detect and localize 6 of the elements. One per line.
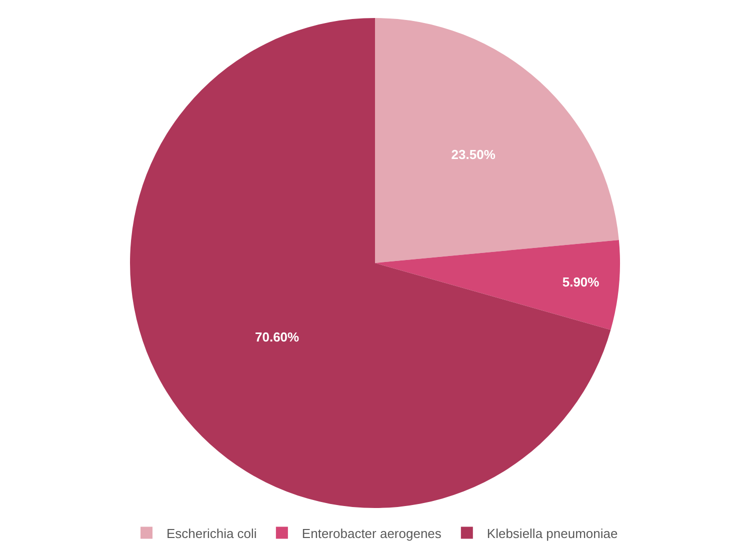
data-label: 70.60% bbox=[255, 329, 300, 344]
legend-label: Klebsiella pneumoniae bbox=[486, 526, 618, 541]
legend-label: Enterobacter aerogenes bbox=[302, 526, 442, 541]
data-label: 23.50% bbox=[451, 147, 496, 162]
legend-label: Escherichia coli bbox=[166, 526, 257, 541]
data-label: 5.90% bbox=[562, 274, 600, 290]
